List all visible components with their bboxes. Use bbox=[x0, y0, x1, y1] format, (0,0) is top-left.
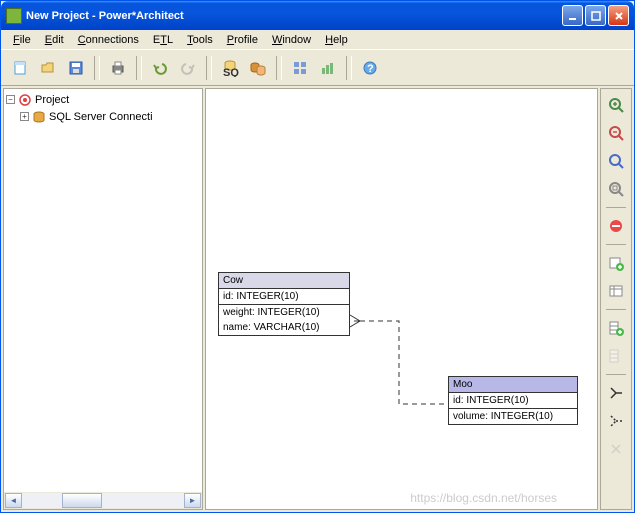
zoom-in-button[interactable] bbox=[604, 93, 628, 117]
entity-cow-pk[interactable]: id: INTEGER(10) bbox=[219, 289, 349, 304]
menu-bar: File Edit Connections ETL Tools Profile … bbox=[1, 30, 634, 50]
entity-moo-pk[interactable]: id: INTEGER(10) bbox=[449, 393, 577, 408]
scroll-thumb[interactable] bbox=[62, 493, 102, 508]
entity-moo-title[interactable]: Moo bbox=[449, 377, 577, 393]
toolbar-sep-1 bbox=[94, 56, 100, 80]
redo-button[interactable] bbox=[175, 55, 201, 81]
project-tree[interactable]: − Project + SQL Server Connecti bbox=[4, 89, 202, 492]
undo-button[interactable] bbox=[147, 55, 173, 81]
save-button[interactable] bbox=[63, 55, 89, 81]
diagram-canvas[interactable]: Cow id: INTEGER(10) weight: INTEGER(10) … bbox=[205, 88, 598, 510]
main-toolbar: SQL ? bbox=[1, 50, 634, 86]
entity-moo-col-0[interactable]: volume: INTEGER(10) bbox=[449, 409, 577, 424]
rt-sep-4 bbox=[606, 374, 626, 375]
toolbar-sep-3 bbox=[206, 56, 212, 80]
help-button[interactable]: ? bbox=[357, 55, 383, 81]
tree-root-label: Project bbox=[35, 94, 69, 106]
auto-layout-button[interactable] bbox=[604, 437, 628, 461]
toolbar-sep-5 bbox=[346, 56, 352, 80]
window-controls bbox=[562, 5, 629, 26]
tree-collapse-icon[interactable]: − bbox=[6, 95, 15, 104]
app-window: New Project - Power*Architect File Edit … bbox=[0, 0, 635, 513]
tree-root-node[interactable]: − Project bbox=[6, 91, 200, 108]
profile-button[interactable] bbox=[287, 55, 313, 81]
close-button[interactable] bbox=[608, 5, 629, 26]
menu-profile[interactable]: Profile bbox=[221, 32, 264, 48]
print-button[interactable] bbox=[105, 55, 131, 81]
svg-text:?: ? bbox=[367, 63, 374, 75]
menu-file[interactable]: File bbox=[7, 32, 37, 48]
entity-moo[interactable]: Moo id: INTEGER(10) volume: INTEGER(10) bbox=[448, 376, 578, 425]
entity-cow[interactable]: Cow id: INTEGER(10) weight: INTEGER(10) … bbox=[218, 272, 350, 336]
tree-expand-icon[interactable]: + bbox=[20, 112, 29, 121]
rt-sep-3 bbox=[606, 309, 626, 310]
maximize-button[interactable] bbox=[585, 5, 606, 26]
menu-edit[interactable]: Edit bbox=[39, 32, 70, 48]
non-identifying-rel-button[interactable] bbox=[604, 409, 628, 433]
rt-sep-1 bbox=[606, 207, 626, 208]
tree-child-node[interactable]: + SQL Server Connecti bbox=[6, 108, 200, 125]
database-icon bbox=[32, 110, 46, 124]
delete-button[interactable] bbox=[604, 214, 628, 238]
rt-sep-2 bbox=[606, 244, 626, 245]
tree-panel: − Project + SQL Server Connecti ◄ ► bbox=[3, 88, 203, 510]
scroll-left-button[interactable]: ◄ bbox=[5, 493, 22, 508]
entity-cow-col-0[interactable]: weight: INTEGER(10) bbox=[219, 305, 349, 320]
new-column-button[interactable] bbox=[604, 316, 628, 340]
scroll-right-button[interactable]: ► bbox=[184, 493, 201, 508]
open-button[interactable] bbox=[35, 55, 61, 81]
minimize-button[interactable] bbox=[562, 5, 583, 26]
entity-cow-col-1[interactable]: name: VARCHAR(10) bbox=[219, 320, 349, 335]
zoom-reset-button[interactable] bbox=[604, 149, 628, 173]
content-area: − Project + SQL Server Connecti ◄ ► bbox=[1, 86, 634, 512]
menu-tools[interactable]: Tools bbox=[181, 32, 219, 48]
menu-window[interactable]: Window bbox=[266, 32, 317, 48]
sql-button[interactable]: SQL bbox=[217, 55, 243, 81]
right-toolbar bbox=[600, 88, 632, 510]
tree-scrollbar[interactable]: ◄ ► bbox=[4, 492, 202, 509]
edit-table-button[interactable] bbox=[604, 279, 628, 303]
toolbar-sep-2 bbox=[136, 56, 142, 80]
window-title: New Project - Power*Architect bbox=[26, 10, 562, 22]
new-button[interactable] bbox=[7, 55, 33, 81]
scroll-track[interactable] bbox=[22, 493, 184, 508]
app-icon bbox=[6, 8, 22, 24]
menu-etl[interactable]: ETL bbox=[147, 32, 179, 48]
watermark-text: https://blog.csdn.net/horses bbox=[410, 491, 557, 505]
entity-cow-title[interactable]: Cow bbox=[219, 273, 349, 289]
chart-button[interactable] bbox=[315, 55, 341, 81]
identifying-rel-button[interactable] bbox=[604, 381, 628, 405]
new-table-button[interactable] bbox=[604, 251, 628, 275]
menu-connections[interactable]: Connections bbox=[72, 32, 145, 48]
edit-column-button[interactable] bbox=[604, 344, 628, 368]
db-compare-button[interactable] bbox=[245, 55, 271, 81]
zoom-out-button[interactable] bbox=[604, 121, 628, 145]
toolbar-sep-4 bbox=[276, 56, 282, 80]
svg-text:SQL: SQL bbox=[223, 67, 239, 77]
menu-help[interactable]: Help bbox=[319, 32, 354, 48]
tree-child-label: SQL Server Connecti bbox=[49, 111, 153, 123]
target-icon bbox=[18, 93, 32, 107]
zoom-fit-button[interactable] bbox=[604, 177, 628, 201]
title-bar[interactable]: New Project - Power*Architect bbox=[1, 1, 634, 30]
